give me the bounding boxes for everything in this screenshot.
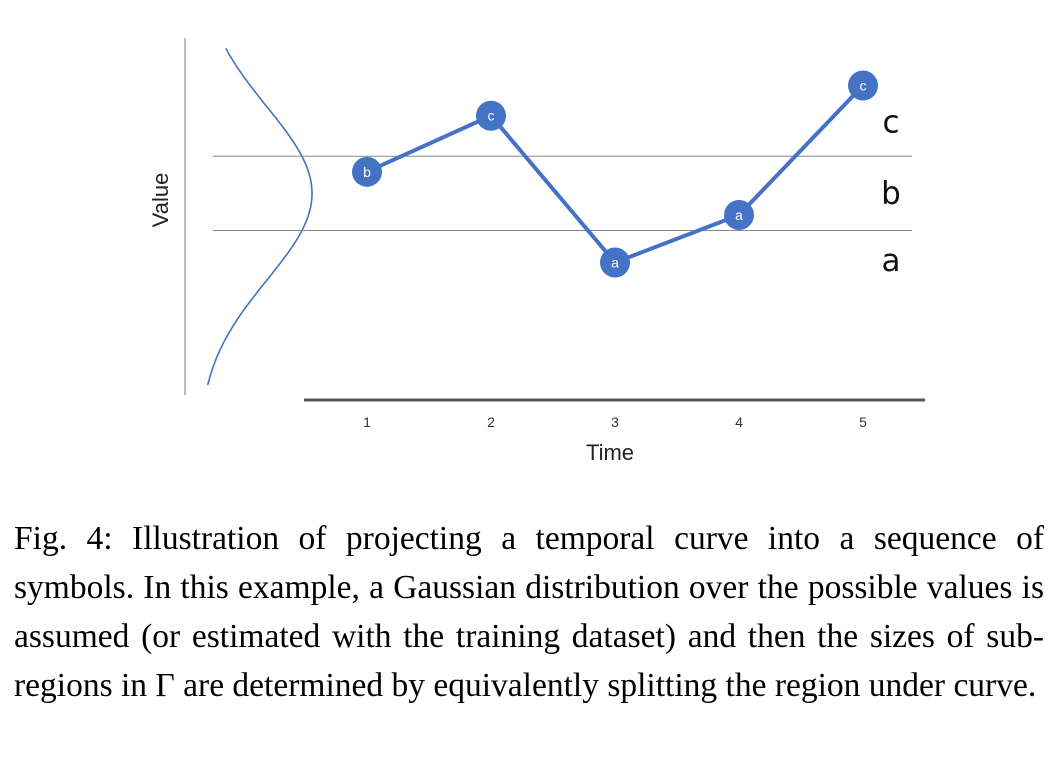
x-tick-label-1: 1: [363, 414, 371, 430]
x-axis-title: Time: [586, 440, 634, 465]
data-point-4: [724, 200, 754, 230]
x-tick-label-5: 5: [859, 414, 867, 430]
region-label-a: a: [882, 243, 901, 279]
y-axis-title: Value: [148, 173, 173, 228]
region-label-c: c: [882, 105, 899, 141]
series-points: b c a a c: [352, 70, 878, 278]
data-point-label-3: a: [611, 254, 619, 270]
x-tick-label-2: 2: [487, 414, 495, 430]
x-tick-label-3: 3: [611, 414, 619, 430]
data-point-2: [476, 100, 506, 131]
data-point-label-5: c: [860, 77, 867, 93]
region-labels: abc: [881, 105, 901, 279]
data-point-3: [600, 247, 630, 278]
data-point-label-1: b: [363, 164, 371, 180]
gaussian-distribution-curve: [206, 48, 313, 386]
x-tick-labels: 1 2 3 4 5: [363, 414, 867, 430]
breakpoint-lines: [213, 155, 912, 232]
data-point-1: [352, 156, 382, 187]
x-tick-label-4: 4: [735, 414, 743, 430]
series-line: [366, 84, 865, 265]
region-label-b: b: [881, 175, 901, 211]
data-point-label-2: c: [488, 108, 495, 124]
figure-caption: Fig. 4: Illustration of projecting a tem…: [14, 520, 1044, 704]
data-point-5: [848, 70, 878, 101]
data-point-label-4: a: [735, 207, 743, 223]
